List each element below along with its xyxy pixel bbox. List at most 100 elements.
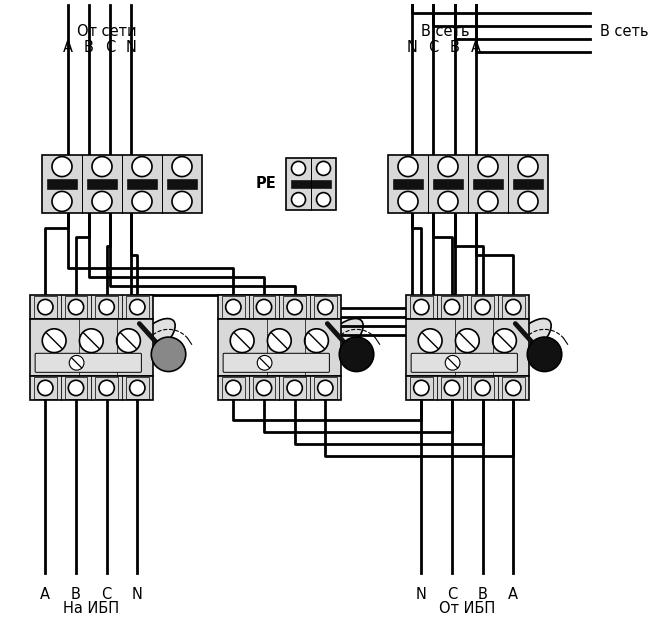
Text: B: B bbox=[71, 587, 81, 602]
Bar bbox=[502, 376, 525, 399]
Circle shape bbox=[225, 300, 241, 315]
Circle shape bbox=[99, 300, 114, 315]
Text: C: C bbox=[102, 587, 112, 602]
Bar bbox=[286, 158, 336, 210]
Text: N: N bbox=[132, 587, 143, 602]
Ellipse shape bbox=[131, 318, 175, 359]
Circle shape bbox=[258, 356, 272, 370]
Bar bbox=[502, 296, 525, 318]
Circle shape bbox=[267, 329, 291, 353]
Circle shape bbox=[398, 191, 418, 211]
Bar bbox=[126, 296, 148, 318]
Ellipse shape bbox=[319, 318, 363, 359]
Bar bbox=[473, 179, 503, 189]
Circle shape bbox=[172, 191, 192, 211]
Circle shape bbox=[116, 329, 141, 353]
Circle shape bbox=[129, 380, 145, 396]
Text: C: C bbox=[428, 39, 438, 54]
Circle shape bbox=[230, 329, 254, 353]
Circle shape bbox=[317, 193, 330, 207]
Bar bbox=[127, 179, 157, 189]
Circle shape bbox=[475, 300, 490, 315]
Bar bbox=[393, 179, 423, 189]
Ellipse shape bbox=[507, 318, 551, 359]
Bar bbox=[47, 179, 78, 189]
Text: На ИБП: На ИБП bbox=[63, 601, 120, 616]
Circle shape bbox=[475, 380, 490, 396]
Circle shape bbox=[414, 380, 429, 396]
Text: От сети: От сети bbox=[77, 24, 137, 39]
Bar bbox=[314, 376, 336, 399]
Circle shape bbox=[493, 329, 516, 353]
Circle shape bbox=[506, 300, 521, 315]
Circle shape bbox=[52, 156, 72, 176]
Bar bbox=[406, 319, 529, 376]
Bar bbox=[283, 376, 306, 399]
Circle shape bbox=[68, 380, 83, 396]
Circle shape bbox=[42, 329, 66, 353]
Circle shape bbox=[151, 337, 186, 371]
Bar bbox=[222, 376, 244, 399]
Circle shape bbox=[68, 300, 83, 315]
Bar bbox=[283, 296, 306, 318]
Circle shape bbox=[172, 156, 192, 176]
Bar bbox=[34, 296, 57, 318]
Bar bbox=[218, 295, 340, 319]
Text: В сеть: В сеть bbox=[600, 24, 648, 39]
Circle shape bbox=[129, 300, 145, 315]
Circle shape bbox=[478, 156, 498, 176]
Bar bbox=[95, 296, 118, 318]
FancyBboxPatch shape bbox=[411, 353, 517, 373]
Circle shape bbox=[292, 193, 306, 207]
Circle shape bbox=[414, 300, 429, 315]
Text: N: N bbox=[125, 39, 137, 54]
Circle shape bbox=[79, 329, 103, 353]
Circle shape bbox=[92, 191, 112, 211]
Circle shape bbox=[444, 380, 460, 396]
Circle shape bbox=[445, 356, 460, 370]
Circle shape bbox=[518, 156, 538, 176]
Bar bbox=[253, 296, 275, 318]
Circle shape bbox=[419, 329, 442, 353]
Text: A: A bbox=[471, 39, 481, 54]
Text: C: C bbox=[105, 39, 115, 54]
Bar bbox=[218, 376, 340, 400]
Bar bbox=[314, 296, 336, 318]
Circle shape bbox=[455, 329, 479, 353]
Circle shape bbox=[256, 380, 271, 396]
Circle shape bbox=[37, 300, 53, 315]
Circle shape bbox=[292, 161, 306, 176]
FancyBboxPatch shape bbox=[35, 353, 141, 373]
Bar bbox=[167, 179, 197, 189]
Bar bbox=[471, 296, 494, 318]
Circle shape bbox=[52, 191, 72, 211]
Circle shape bbox=[478, 191, 498, 211]
Bar bbox=[87, 179, 117, 189]
Text: C: C bbox=[447, 587, 457, 602]
Bar bbox=[406, 295, 529, 319]
Circle shape bbox=[438, 191, 458, 211]
Bar bbox=[126, 376, 148, 399]
Text: От ИБП: От ИБП bbox=[439, 601, 495, 616]
Bar bbox=[441, 376, 463, 399]
Circle shape bbox=[398, 156, 418, 176]
Text: B: B bbox=[84, 39, 94, 54]
Text: N: N bbox=[416, 587, 427, 602]
Text: В сеть: В сеть bbox=[420, 24, 469, 39]
Text: PE: PE bbox=[256, 176, 276, 191]
Circle shape bbox=[132, 191, 152, 211]
Circle shape bbox=[339, 337, 374, 371]
Circle shape bbox=[506, 380, 521, 396]
Bar bbox=[441, 296, 463, 318]
Text: A: A bbox=[509, 587, 518, 602]
Bar bbox=[410, 296, 433, 318]
Text: A: A bbox=[63, 39, 73, 54]
Bar bbox=[513, 179, 543, 189]
Circle shape bbox=[305, 329, 328, 353]
Circle shape bbox=[99, 380, 114, 396]
Circle shape bbox=[317, 300, 333, 315]
Circle shape bbox=[287, 300, 302, 315]
Bar bbox=[30, 295, 152, 319]
Circle shape bbox=[444, 300, 460, 315]
Circle shape bbox=[518, 191, 538, 211]
